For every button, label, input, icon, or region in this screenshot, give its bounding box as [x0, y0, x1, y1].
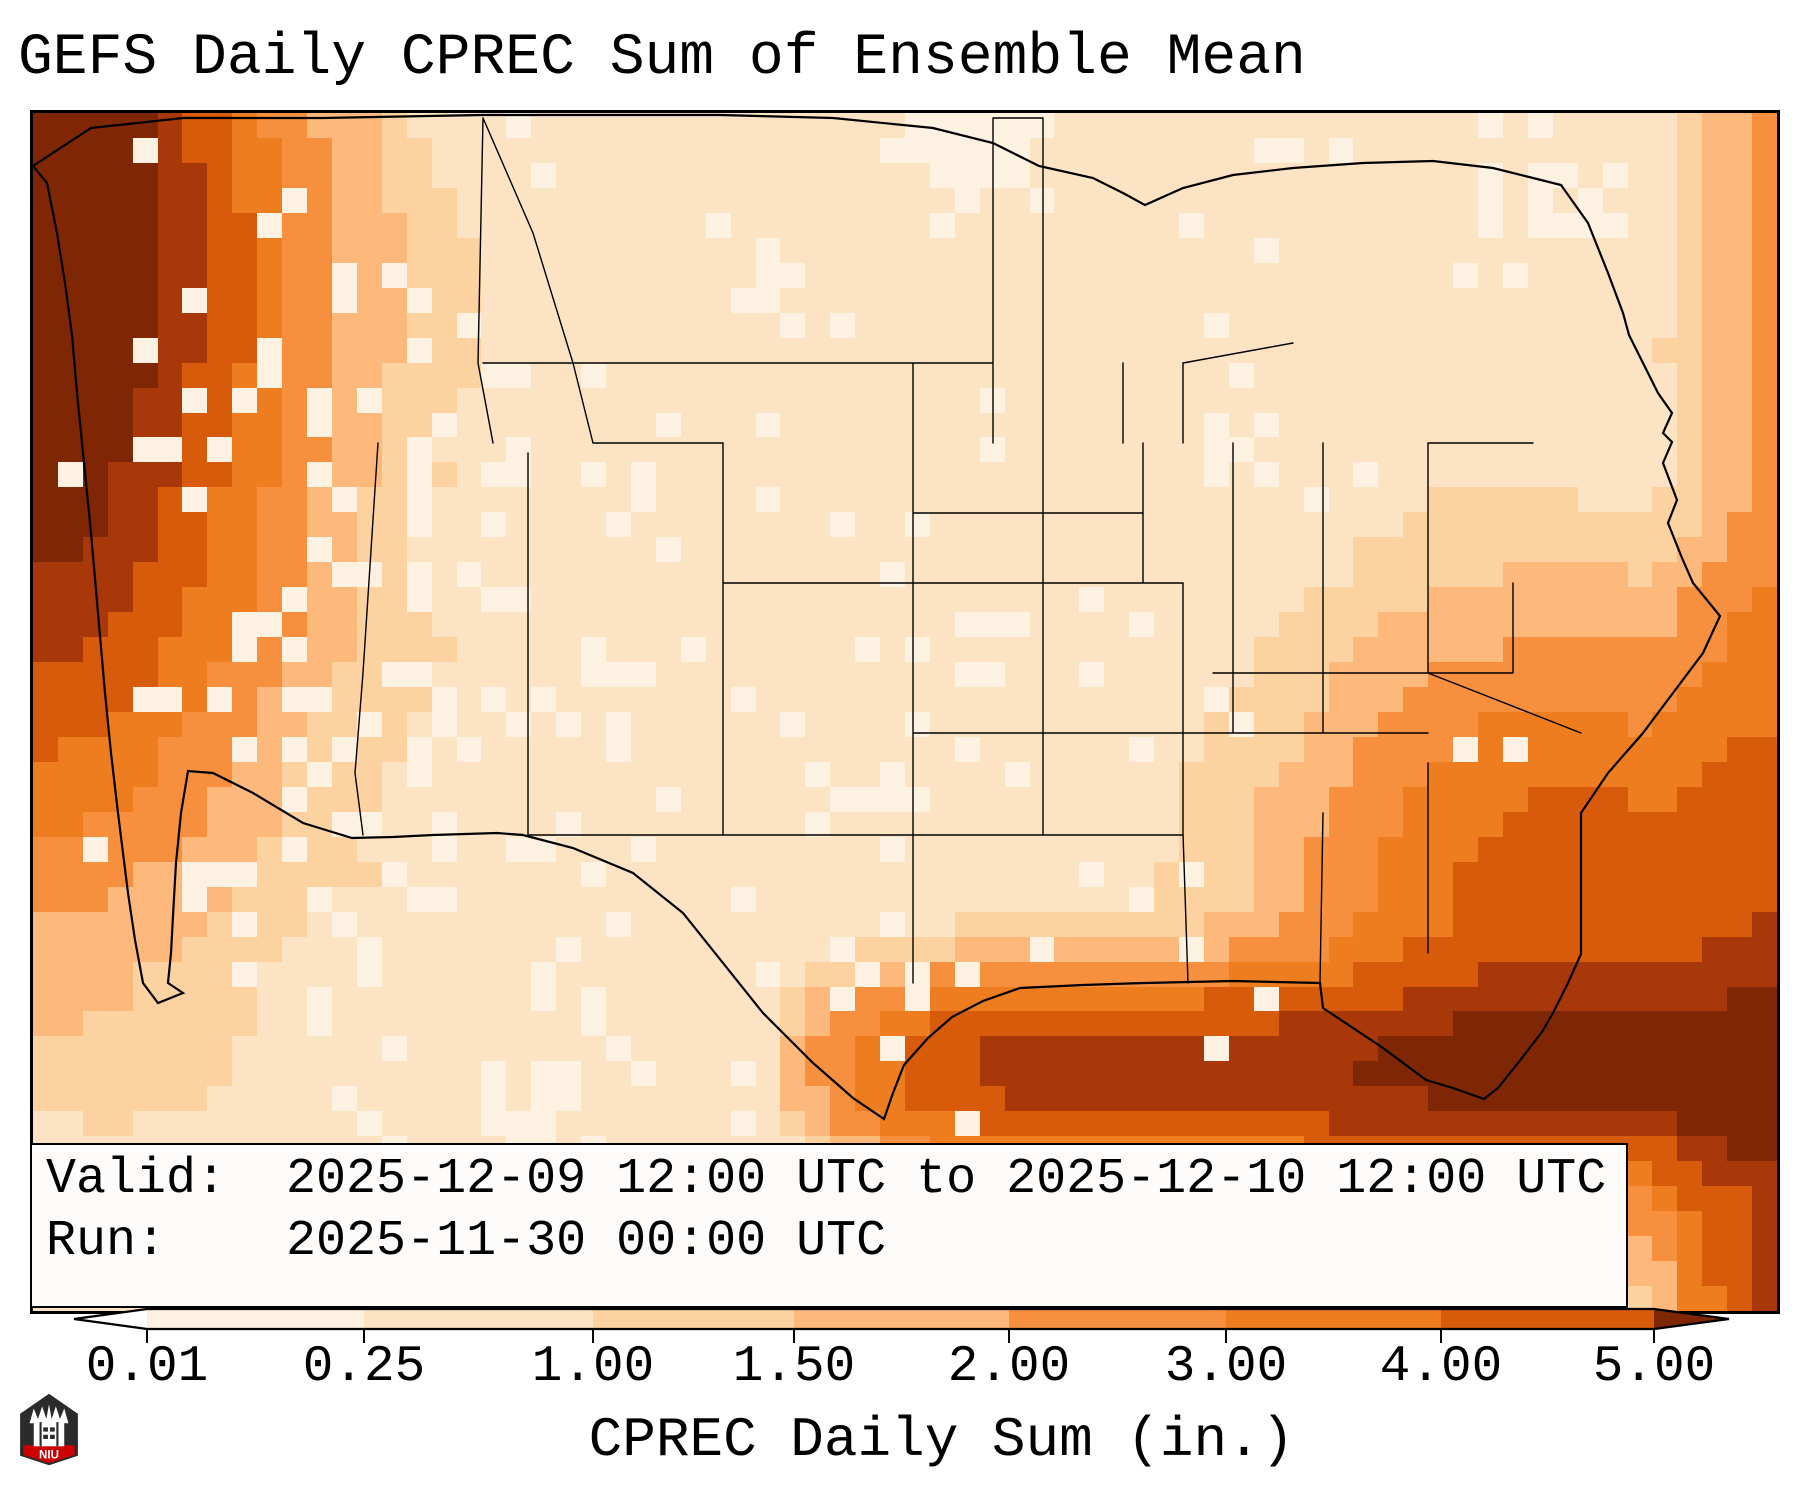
svg-text:NIU: NIU: [39, 1449, 59, 1461]
